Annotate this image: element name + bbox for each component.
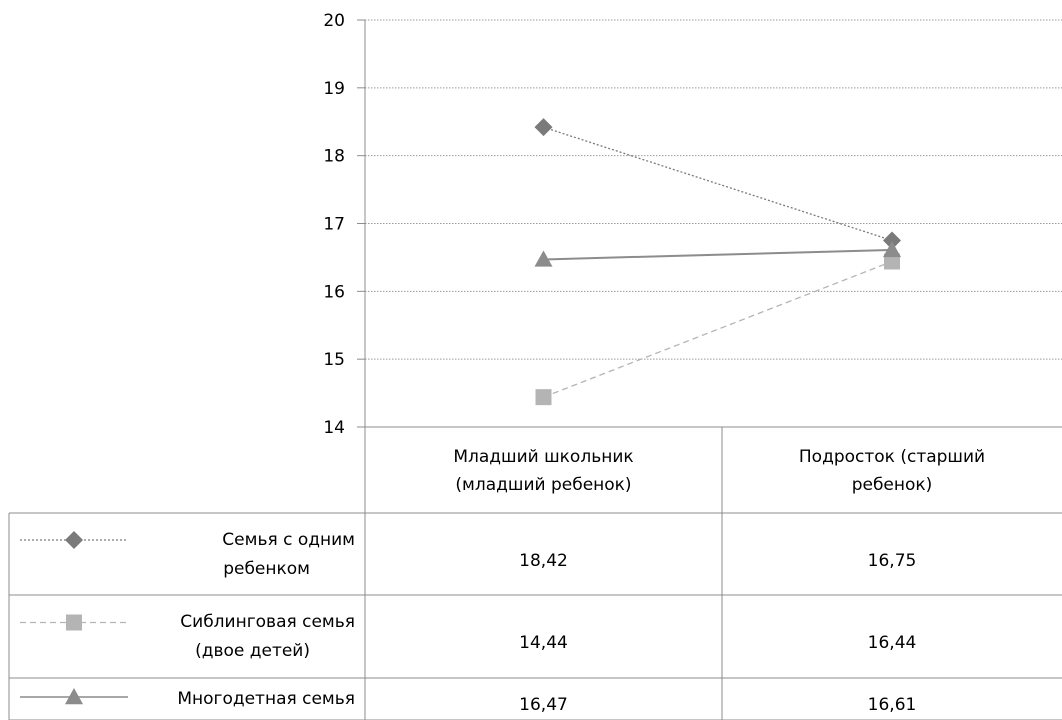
legend-label: Многодетная семья [177, 689, 355, 709]
table-row-2: Сиблинговая семья (двое детей) 14,44 16,44 [20, 612, 916, 661]
data-label: 14,44 [519, 633, 568, 653]
legend-key-marker [65, 531, 83, 549]
series-2 [535, 253, 900, 406]
category-labels: Младший школьник (младший ребенок) Подрост… [453, 447, 985, 495]
y-tick-label: 17 [323, 215, 345, 235]
data-label: 16,61 [868, 695, 917, 715]
table-row-1: Семья с одним ребенком 18,42 16,75 [20, 530, 916, 579]
series-line [543, 248, 893, 261]
data-label: 16,47 [519, 695, 568, 715]
data-label: 16,75 [868, 551, 917, 571]
table-row-3: Многодетная семья 16,47 16,61 [20, 688, 916, 715]
y-tick-label: 16 [323, 282, 345, 302]
series-layer [534, 118, 901, 406]
gridlines [365, 19, 1062, 360]
y-tick-label: 20 [323, 11, 345, 31]
y-tick-label: 14 [323, 418, 345, 438]
legend-label: Сиблинговая семья (двое детей) [180, 612, 355, 661]
data-point [534, 118, 553, 137]
legend-key-marker [65, 688, 83, 705]
data-label: 18,42 [519, 551, 568, 571]
category-label: Подросток (старший ребенок) [799, 447, 985, 495]
data-label: 16,44 [868, 633, 917, 653]
series-line [543, 126, 893, 242]
y-tick-label: 19 [323, 79, 345, 99]
category-label: Младший школьник (младший ребенок) [453, 447, 633, 495]
data-point [534, 250, 553, 267]
data-table: Семья с одним ребенком 18,42 16,75 Сиблингов… [8, 427, 1062, 720]
data-point [883, 240, 901, 258]
legend-key-marker [66, 614, 82, 631]
series-1 [534, 118, 901, 250]
legend-label: Семья с одним ребенком [222, 530, 355, 579]
series-line [543, 260, 893, 398]
y-tick-label: 18 [323, 147, 345, 167]
data-point [535, 389, 552, 406]
series-3 [534, 240, 901, 267]
y-tick-label: 15 [323, 350, 345, 370]
data-point [884, 253, 900, 270]
data-point [883, 231, 901, 250]
y-axis-ticks: 14 15 16 17 18 19 20 [323, 11, 365, 438]
